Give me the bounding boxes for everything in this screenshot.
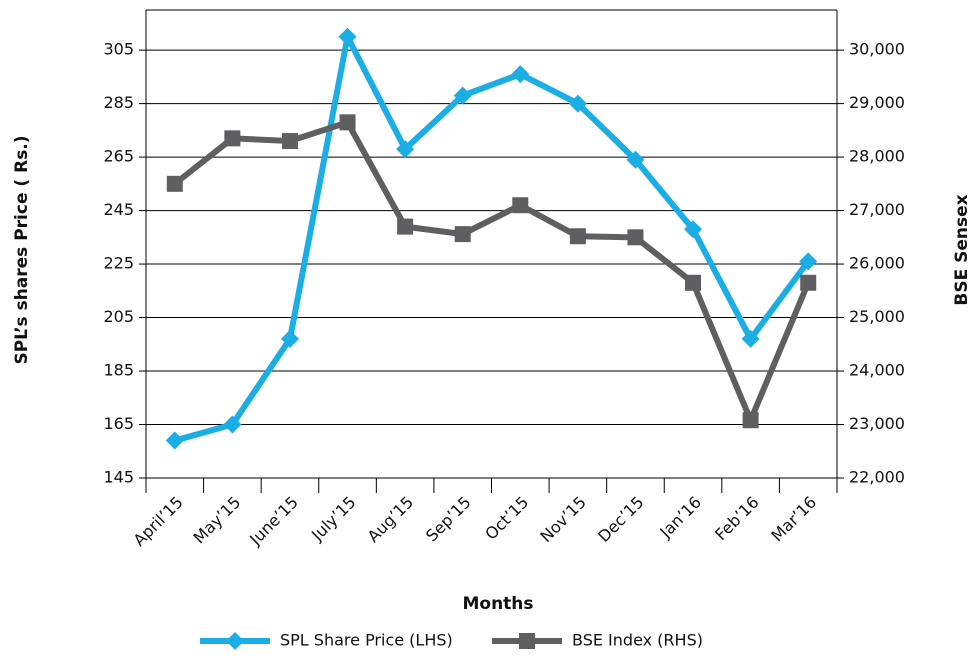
- y2-tick-label: 30,000: [849, 40, 905, 59]
- y2-tick-label: 27,000: [849, 200, 905, 219]
- y-tick-label: 185: [103, 361, 134, 380]
- data-point: [166, 175, 183, 192]
- y-tick-label: 285: [103, 93, 134, 112]
- y2-tick-label: 23,000: [849, 414, 905, 433]
- legend-swatch: [226, 632, 244, 650]
- y-tick-label: 205: [103, 307, 134, 326]
- legend-label: BSE Index (RHS): [572, 631, 703, 650]
- data-point: [742, 412, 759, 429]
- x-tick-label: May’15: [190, 493, 245, 548]
- y-tick-label: 145: [103, 468, 134, 487]
- y-tick-label: 245: [103, 200, 134, 219]
- y-tick-label: 225: [103, 254, 134, 273]
- data-point: [454, 226, 471, 243]
- y2-tick-label: 28,000: [849, 147, 905, 166]
- y2-tick-label: 22,000: [849, 468, 905, 487]
- data-point: [685, 274, 702, 291]
- y2-tick-label: 26,000: [849, 254, 905, 273]
- x-tick-label: Aug’15: [364, 493, 418, 547]
- x-tick-label: June’15: [245, 493, 302, 550]
- y2-tick-label: 24,000: [849, 361, 905, 380]
- x-tick-label: Oct’15: [481, 493, 532, 544]
- data-point: [684, 220, 703, 239]
- data-point: [569, 228, 586, 245]
- data-point: [338, 27, 357, 46]
- data-point: [224, 130, 241, 147]
- x-tick-label: July’15: [307, 493, 359, 545]
- data-point: [339, 114, 356, 131]
- y-tick-label: 265: [103, 147, 134, 166]
- data-point: [627, 229, 644, 246]
- x-tick-label: Dec’15: [594, 493, 647, 546]
- data-point: [165, 431, 184, 450]
- y2-tick-label: 29,000: [849, 93, 905, 112]
- data-point: [453, 86, 472, 105]
- series-line: [173, 33, 811, 444]
- data-point: [626, 150, 645, 169]
- y-axis-label: SPL’s shares Price ( Rs.): [12, 135, 32, 364]
- x-tick-label: Nov’15: [536, 493, 590, 547]
- legend-swatch: [519, 633, 535, 649]
- data-point: [511, 65, 530, 84]
- y2-tick-label: 25,000: [849, 307, 905, 326]
- data-point: [223, 415, 242, 434]
- x-tick-label: Feb’16: [711, 493, 762, 544]
- data-point: [799, 252, 818, 271]
- y-tick-label: 305: [103, 40, 134, 59]
- data-point: [397, 218, 414, 235]
- data-point: [512, 197, 529, 214]
- data-point: [280, 329, 299, 348]
- x-tick-label: Mar’16: [767, 493, 820, 546]
- legend-label: SPL Share Price (LHS): [280, 631, 453, 650]
- x-axis-label: Months: [462, 594, 533, 614]
- y-tick-label: 165: [103, 414, 134, 433]
- x-tick-label: Jan’16: [655, 493, 705, 543]
- data-point: [396, 140, 415, 159]
- series-line: [172, 119, 811, 424]
- data-point: [281, 133, 298, 150]
- data-point: [741, 329, 760, 348]
- x-tick-label: April’15: [130, 493, 187, 550]
- x-tick-label: Sep’15: [422, 493, 475, 546]
- data-point: [568, 94, 587, 113]
- data-point: [800, 274, 817, 291]
- y2-axis-label: BSE Sensex: [952, 194, 972, 305]
